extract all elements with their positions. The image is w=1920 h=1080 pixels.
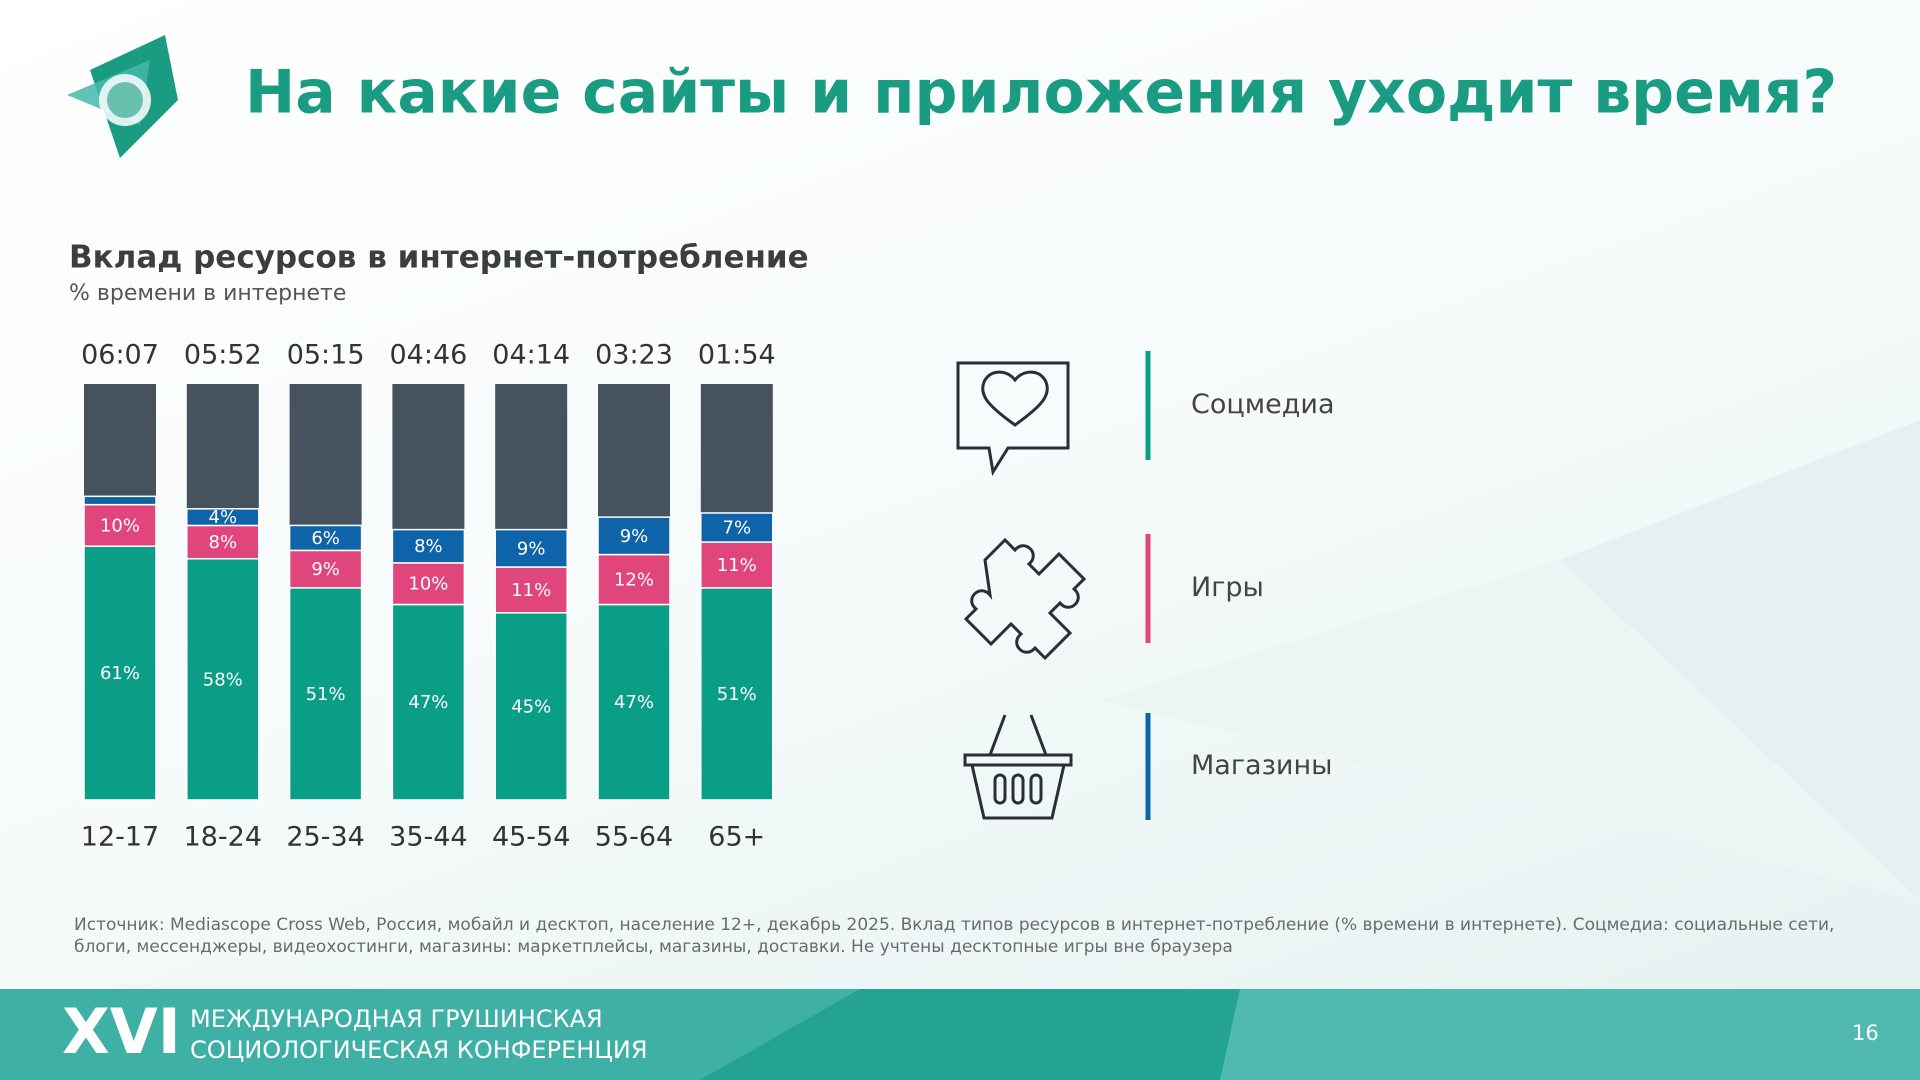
legend-icons bbox=[956, 361, 1087, 820]
chart-title: Вклад ресурсов в интернет-потребление bbox=[69, 240, 809, 276]
value-label: 10% bbox=[100, 515, 140, 536]
decor bbox=[1100, 560, 1920, 900]
legend-label: Игры bbox=[1191, 572, 1264, 603]
bar-top-label: 05:15 bbox=[287, 340, 365, 371]
value-label: 45% bbox=[511, 696, 551, 717]
value-label: 11% bbox=[717, 555, 757, 576]
bar-segment bbox=[288, 587, 363, 801]
value-label: 6% bbox=[311, 528, 340, 549]
value-label: 12% bbox=[614, 570, 654, 591]
value-label: 11% bbox=[511, 580, 551, 601]
value-label: 8% bbox=[414, 536, 443, 557]
value-label: 51% bbox=[717, 684, 757, 705]
source-note: Источник: Mediascope Cross Web, Россия, … bbox=[74, 915, 1835, 957]
bar-segment bbox=[83, 495, 157, 506]
bar-segment bbox=[597, 516, 671, 556]
x-tick-label: 25-34 bbox=[286, 822, 364, 853]
x-tick-label: 35-44 bbox=[389, 822, 467, 853]
value-label: 61% bbox=[100, 663, 140, 684]
value-label: 9% bbox=[620, 526, 649, 547]
bar-segment bbox=[391, 528, 466, 564]
bar-segment bbox=[391, 562, 466, 606]
logo bbox=[67, 35, 178, 158]
value-label: 9% bbox=[311, 559, 340, 580]
bar-segment bbox=[700, 587, 774, 801]
bar-segment bbox=[391, 603, 466, 801]
page-number: 16 bbox=[1852, 1021, 1879, 1045]
decor bbox=[1220, 989, 1920, 1080]
x-tick-label: 18-24 bbox=[184, 822, 262, 853]
x-tick-label: 65+ bbox=[708, 822, 765, 853]
slide-title: На какие сайты и приложения уходит время… bbox=[245, 58, 1837, 128]
x-tick-label: 45-54 bbox=[492, 822, 570, 853]
bar-segment bbox=[83, 503, 157, 547]
bar-segment bbox=[494, 612, 568, 801]
bar-segment bbox=[597, 603, 671, 801]
value-label: 8% bbox=[209, 532, 238, 553]
x-tick-label: 12-17 bbox=[81, 822, 159, 853]
value-label: 58% bbox=[203, 669, 243, 690]
bar-top-label: 01:54 bbox=[698, 340, 776, 371]
footer-text: Международная Грушинская bbox=[190, 1005, 603, 1033]
bar-segment bbox=[288, 549, 363, 589]
decor bbox=[1560, 420, 1920, 900]
bar-top-label: 05:52 bbox=[184, 340, 262, 371]
value-label: 47% bbox=[408, 692, 448, 713]
value-label: 7% bbox=[723, 518, 752, 539]
bar-top-label: 04:14 bbox=[492, 340, 570, 371]
value-label: 51% bbox=[306, 684, 346, 705]
decor bbox=[700, 989, 1240, 1080]
bar-segment bbox=[700, 541, 774, 589]
bar-top-label: 06:07 bbox=[81, 340, 159, 371]
footer-numeral: XVI bbox=[62, 995, 181, 1068]
bar-segment bbox=[186, 557, 260, 801]
value-label: 47% bbox=[614, 692, 654, 713]
value-label: 4% bbox=[209, 507, 238, 528]
value-label: 10% bbox=[408, 574, 448, 595]
bar-segment bbox=[288, 524, 363, 552]
bar-segment bbox=[700, 512, 774, 543]
chart-subtitle: % времени в интернете bbox=[69, 281, 346, 306]
bar-segment bbox=[494, 566, 568, 614]
bar-segment bbox=[494, 528, 568, 568]
footer-text: Социологическая конференция bbox=[190, 1036, 648, 1064]
bar-segment bbox=[186, 508, 260, 527]
legend-label: Соцмедиа bbox=[1191, 389, 1335, 420]
legend-label: Магазины bbox=[1191, 750, 1332, 781]
bar-top-label: 04:46 bbox=[389, 340, 467, 371]
value-label: 9% bbox=[517, 538, 546, 559]
bar-top-label: 03:23 bbox=[595, 340, 673, 371]
x-tick-label: 55-64 bbox=[595, 822, 673, 853]
